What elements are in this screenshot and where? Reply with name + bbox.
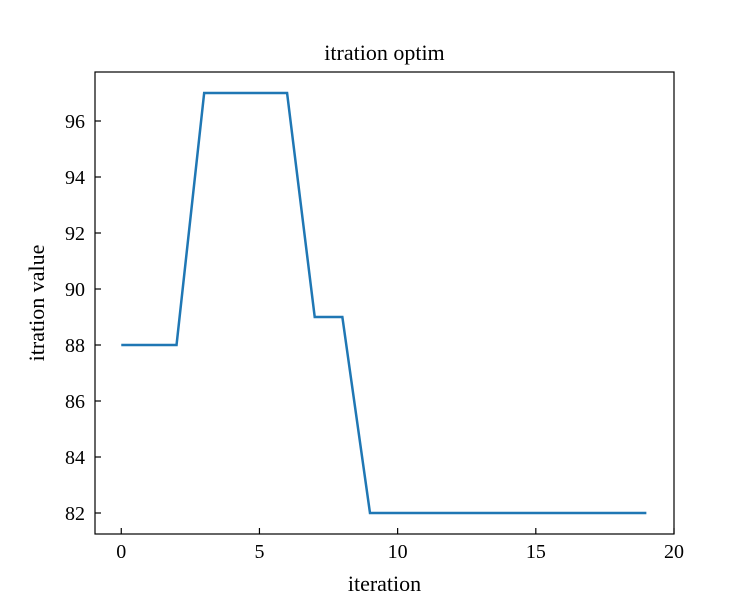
- y-tick-label: 96: [65, 111, 85, 133]
- y-tick-label: 86: [65, 391, 85, 413]
- y-axis-label: itration value: [24, 245, 49, 362]
- x-tick-label: 15: [526, 541, 546, 563]
- ticks-layer: 0 5 10 15 20 82 84 86 88 90 92 94 96: [65, 111, 684, 563]
- plot-frame: [94, 71, 675, 535]
- x-axis-label: iteration: [348, 571, 421, 596]
- y-tick-label: 94: [65, 167, 85, 189]
- y-tick-label: 90: [65, 279, 85, 301]
- y-tick-label: 88: [65, 335, 85, 357]
- x-tick-label: 20: [664, 541, 684, 563]
- y-tick-label: 84: [65, 447, 85, 469]
- series-line-1: [121, 91, 647, 515]
- x-tick-label: 0: [116, 541, 126, 563]
- series-layer: [121, 91, 647, 515]
- y-tick-label: 82: [65, 503, 85, 525]
- y-tick-label: 92: [65, 223, 85, 245]
- x-tick-label: 10: [388, 541, 408, 563]
- x-tick-label: 5: [254, 541, 264, 563]
- chart-title: itration optim: [324, 40, 444, 65]
